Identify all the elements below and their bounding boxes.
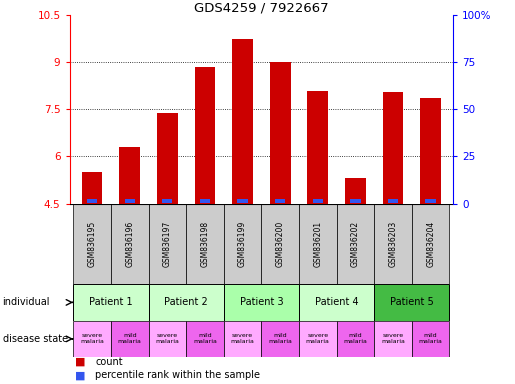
Bar: [261, 204, 299, 284]
Bar: [200, 199, 210, 203]
Bar: [82, 172, 102, 204]
Bar: [224, 321, 261, 357]
Bar: [420, 98, 441, 204]
Text: severe
malaria: severe malaria: [306, 333, 330, 344]
Text: severe
malaria: severe malaria: [156, 333, 179, 344]
Bar: [299, 284, 374, 321]
Bar: [186, 321, 224, 357]
Text: GSM836201: GSM836201: [313, 221, 322, 267]
Text: GSM836198: GSM836198: [200, 221, 210, 267]
Text: severe
malaria: severe malaria: [231, 333, 254, 344]
Text: GSM836204: GSM836204: [426, 221, 435, 267]
Bar: [275, 199, 285, 203]
Bar: [299, 321, 337, 357]
Bar: [119, 147, 140, 204]
Text: GSM836195: GSM836195: [88, 221, 97, 267]
Text: disease state: disease state: [3, 334, 67, 344]
Bar: [162, 199, 173, 203]
Bar: [111, 204, 148, 284]
Bar: [224, 284, 299, 321]
Text: severe
malaria: severe malaria: [80, 333, 104, 344]
Text: severe
malaria: severe malaria: [381, 333, 405, 344]
Bar: [87, 199, 97, 203]
Bar: [345, 179, 366, 204]
Text: mild
malaria: mild malaria: [268, 333, 292, 344]
Text: mild
malaria: mild malaria: [419, 333, 442, 344]
Bar: [270, 62, 290, 204]
Bar: [148, 284, 224, 321]
Bar: [388, 199, 398, 203]
Text: GSM836199: GSM836199: [238, 221, 247, 267]
Text: ■: ■: [75, 370, 85, 380]
Text: GSM836197: GSM836197: [163, 221, 172, 267]
Bar: [224, 204, 261, 284]
Bar: [412, 204, 450, 284]
Bar: [374, 204, 412, 284]
Text: ■: ■: [75, 357, 85, 367]
Bar: [383, 92, 403, 204]
Bar: [232, 39, 253, 204]
Bar: [195, 67, 215, 204]
Bar: [374, 284, 450, 321]
Bar: [412, 321, 450, 357]
Text: count: count: [95, 357, 123, 367]
Text: Patient 1: Patient 1: [89, 297, 133, 308]
Bar: [350, 199, 360, 203]
Bar: [73, 284, 148, 321]
Text: mild
malaria: mild malaria: [118, 333, 142, 344]
Text: mild
malaria: mild malaria: [193, 333, 217, 344]
Text: GSM836200: GSM836200: [276, 221, 285, 267]
Text: Patient 4: Patient 4: [315, 297, 358, 308]
Text: GSM836196: GSM836196: [125, 221, 134, 267]
Bar: [299, 204, 337, 284]
Bar: [186, 204, 224, 284]
Text: mild
malaria: mild malaria: [344, 333, 367, 344]
Bar: [313, 199, 323, 203]
Bar: [73, 321, 111, 357]
Bar: [111, 321, 148, 357]
Bar: [374, 321, 412, 357]
Bar: [73, 204, 111, 284]
Text: GSM836203: GSM836203: [388, 221, 398, 267]
Bar: [337, 321, 374, 357]
Text: Patient 2: Patient 2: [164, 297, 208, 308]
Text: GSM836202: GSM836202: [351, 221, 360, 267]
Bar: [261, 321, 299, 357]
Bar: [337, 204, 374, 284]
Bar: [125, 199, 135, 203]
Bar: [148, 321, 186, 357]
Bar: [148, 204, 186, 284]
Bar: [425, 199, 436, 203]
Title: GDS4259 / 7922667: GDS4259 / 7922667: [194, 1, 329, 14]
Text: Patient 5: Patient 5: [390, 297, 434, 308]
Text: percentile rank within the sample: percentile rank within the sample: [95, 370, 260, 380]
Bar: [157, 113, 178, 204]
Bar: [237, 199, 248, 203]
Bar: [307, 91, 328, 204]
Text: Patient 3: Patient 3: [239, 297, 283, 308]
Text: individual: individual: [3, 297, 50, 308]
